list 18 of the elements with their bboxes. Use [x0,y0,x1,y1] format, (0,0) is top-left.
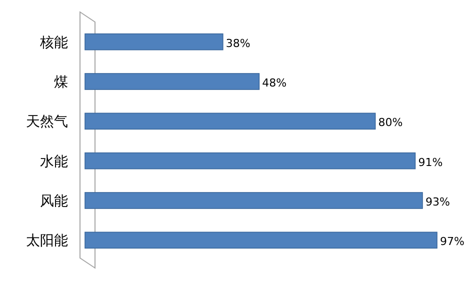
data-label: 48% [262,76,287,90]
bar [84,152,416,170]
data-label: 91% [418,156,443,169]
bar [84,112,376,130]
y-tick-label: 水能 [40,154,68,170]
bar [84,192,423,209]
y-tick-label: 天然气 [26,114,68,130]
y-tick-label: 风能 [40,194,68,210]
data-label: 97% [440,235,464,248]
y-tick-label: 煤 [54,74,68,90]
data-label: 38% [226,36,250,50]
y-tick-label: 太阳能 [26,233,68,250]
data-label: 93% [425,196,450,208]
data-label: 80% [378,116,403,130]
bar [84,33,224,50]
y-tick-label: 核能 [39,34,68,51]
bar [84,232,438,249]
bar [84,73,260,90]
